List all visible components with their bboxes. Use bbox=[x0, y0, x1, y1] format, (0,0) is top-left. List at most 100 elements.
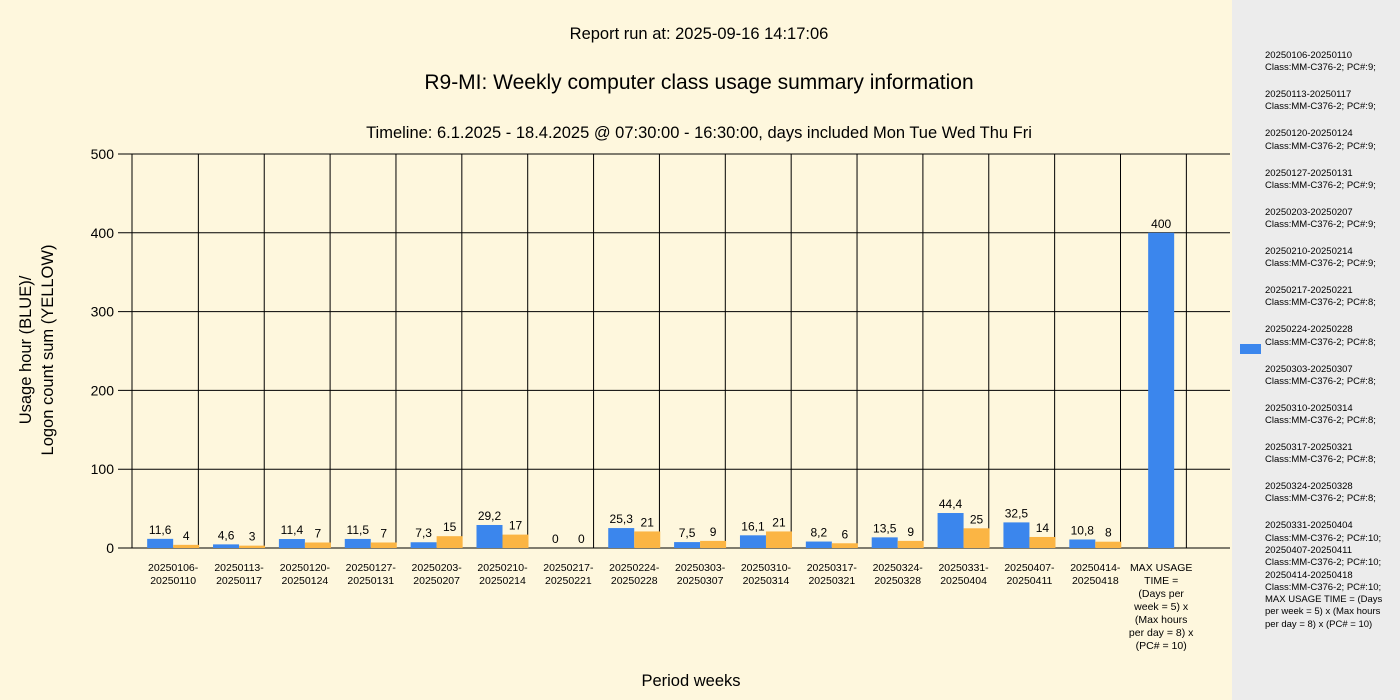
legend-entry-period: 20250203-20250207 bbox=[1265, 206, 1353, 218]
logon-bar bbox=[1029, 536, 1056, 548]
usage-value-label: 8,2 bbox=[810, 526, 827, 540]
usage-value-label: 11,4 bbox=[281, 523, 304, 537]
usage-value-label: 0 bbox=[552, 532, 559, 546]
usage-value-label: 32,5 bbox=[1005, 506, 1029, 520]
logon-value-label: 0 bbox=[578, 532, 585, 546]
legend-entry: 20250414-20250418 Class:MM-C376-2; PC#:10… bbox=[1265, 570, 1381, 595]
x-tick-label: 20250224-20250228 bbox=[609, 562, 660, 587]
data-labels: 11,6 4,6 11,4 11,5 7,3 29,2 0 25,3 7,5 16,1 8,2 13,… bbox=[149, 217, 1172, 546]
legend-swatch bbox=[1240, 344, 1261, 354]
x-tick-label: 20250407-20250411 bbox=[1004, 562, 1055, 587]
usage-bar bbox=[278, 539, 305, 548]
usage-bar bbox=[1148, 232, 1175, 549]
logon-value-label: 3 bbox=[249, 530, 256, 544]
legend-entry-info: Class:MM-C376-2; PC#:9; bbox=[1265, 219, 1376, 231]
logon-value-label: 8 bbox=[1105, 526, 1112, 540]
usage-value-label: 25,3 bbox=[610, 512, 634, 526]
legend-entry-info: Class:MM-C376-2; PC#:9; bbox=[1265, 101, 1376, 113]
legend-entry-period: 20250120-20250124 bbox=[1265, 128, 1353, 140]
usage-bar bbox=[608, 528, 635, 548]
logon-value-label: 6 bbox=[841, 527, 848, 541]
usage-bar bbox=[410, 542, 437, 548]
x-tick-label: 20250106-20250110 bbox=[148, 562, 199, 587]
y-tick-label: 300 bbox=[91, 304, 115, 320]
logon-bar bbox=[370, 542, 397, 548]
legend-entry: 20250224-20250228 Class:MM-C376-2; PC#:8; bbox=[1265, 324, 1376, 349]
legend-entry-period: 20250224-20250228 bbox=[1265, 324, 1353, 336]
logon-value-label: 9 bbox=[710, 525, 717, 539]
logon-bar bbox=[502, 534, 529, 548]
x-tick-label: 20250203-20250207 bbox=[412, 562, 463, 587]
legend-entry: 20250324-20250328 Class:MM-C376-2; PC#:8; bbox=[1265, 481, 1376, 506]
usage-bar bbox=[674, 542, 701, 548]
legend-entry: 20250331-20250404 Class:MM-C376-2; PC#:10… bbox=[1265, 520, 1381, 545]
usage-value-label: 16,1 bbox=[741, 519, 765, 533]
logon-value-label: 15 bbox=[443, 520, 457, 534]
logon-value-label: 7 bbox=[315, 526, 322, 540]
y-axis-label-line2: Logon count sum (YELLOW) bbox=[39, 245, 57, 456]
legend-entry: 20250203-20250207 Class:MM-C376-2; PC#:9; bbox=[1265, 207, 1376, 232]
legend-entry-period: 20250317-20250321 bbox=[1265, 442, 1353, 453]
logon-value-label: 25 bbox=[970, 512, 984, 526]
x-tick-label: 20250324-20250328 bbox=[873, 562, 924, 587]
legend-entry-period: 20250217-20250221 bbox=[1265, 285, 1353, 297]
logon-value-label: 21 bbox=[772, 515, 786, 529]
legend-entry: 20250120-20250124 Class:MM-C376-2; PC#:9; bbox=[1265, 128, 1376, 153]
legend-entry-info: Class:MM-C376-2; PC#:8; bbox=[1265, 297, 1376, 309]
usage-value-label: 29,2 bbox=[478, 509, 502, 523]
legend-entry: 20250217-20250221 Class:MM-C376-2; PC#:8; bbox=[1265, 285, 1376, 310]
logon-bar bbox=[765, 531, 792, 548]
legend-entry-period: 20250127-20250131 bbox=[1265, 167, 1353, 179]
usage-bar bbox=[739, 535, 766, 548]
logon-bar bbox=[831, 543, 858, 548]
logon-value-label: 14 bbox=[1036, 521, 1050, 535]
usage-value-label: 11,5 bbox=[347, 523, 370, 537]
legend-entry: 20250303-20250307 Class:MM-C376-2; PC#:8; bbox=[1265, 364, 1376, 389]
legend-entry-info: Class:MM-C376-2; PC#:8; bbox=[1265, 336, 1376, 348]
legend-entry-info: Class:MM-C376-2; PC#:10; bbox=[1265, 557, 1382, 569]
x-tick-label: 20250217-20250221 bbox=[543, 562, 594, 587]
legend-entry: 20250106-20250110 Class:MM-C376-2; PC#:9; bbox=[1265, 50, 1376, 75]
y-tick-label: 200 bbox=[91, 382, 115, 398]
x-axis-label: Period weeks bbox=[641, 672, 740, 690]
legend-entry-info: Class:MM-C376-2; PC#:8; bbox=[1265, 493, 1376, 505]
legend-entry-period: 20250210-20250214 bbox=[1265, 246, 1353, 257]
y-tick-label: 400 bbox=[91, 225, 115, 241]
x-axis-ticks: 20250106-20250110 20250113-20250117 202501… bbox=[148, 562, 1194, 652]
logon-bar bbox=[304, 542, 331, 548]
x-tick-label: 20250127-20250131 bbox=[346, 562, 397, 587]
logon-bar bbox=[1095, 541, 1122, 548]
usage-bar bbox=[805, 541, 832, 548]
legend-entry-info: Class:MM-C376-2; PC#:8; bbox=[1265, 415, 1376, 427]
chart-subtitle: Timeline: 6.1.2025 - 18.4.2025 @ 07:30:0… bbox=[366, 124, 1032, 142]
legend-entry: 20250127-20250131 Class:MM-C376-2; PC#:9; bbox=[1265, 168, 1376, 193]
y-tick-label: 500 bbox=[91, 146, 115, 162]
legend-max-note: MAX USAGE TIME = (Days per week = 5) x (… bbox=[1265, 594, 1383, 630]
legend-entry-info: Class:MM-C376-2; PC#:9; bbox=[1265, 140, 1376, 152]
legend-entry-info: Class:MM-C376-2; PC#:8; bbox=[1265, 454, 1376, 466]
legend-entry-period: 20250113-20250117 bbox=[1265, 89, 1352, 101]
usage-bar bbox=[937, 513, 964, 548]
logon-value-label: 4 bbox=[183, 529, 190, 543]
x-tick-label: 20250414-20250418 bbox=[1070, 562, 1121, 587]
logon-bar bbox=[897, 540, 924, 548]
logon-bar bbox=[963, 528, 990, 548]
usage-bar bbox=[344, 538, 371, 548]
x-tick-label: 20250113-20250117 bbox=[214, 562, 264, 587]
x-tick-label: 20250317-20250321 bbox=[807, 562, 858, 587]
usage-value-label: 4,6 bbox=[218, 528, 235, 542]
legend-entry: 20250317-20250321 Class:MM-C376-2; PC#:8; bbox=[1265, 442, 1376, 467]
bars bbox=[147, 232, 1175, 549]
logon-bar bbox=[634, 531, 661, 548]
usage-bar bbox=[476, 524, 503, 548]
logon-value-label: 21 bbox=[641, 515, 655, 529]
x-tick-label: MAX USAGE TIME = (Days per week = 5) x (Max … bbox=[1129, 562, 1194, 652]
logon-bar bbox=[239, 545, 266, 548]
legend-entry-period: 20250303-20250307 bbox=[1265, 363, 1353, 375]
x-tick-label: 20250120-20250124 bbox=[280, 562, 331, 587]
legend-entry: 20250407-20250411 Class:MM-C376-2; PC#:10… bbox=[1265, 545, 1381, 570]
legend-entry-period: 20250331-20250404 bbox=[1265, 520, 1353, 532]
logon-value-label: 7 bbox=[380, 526, 387, 540]
legend-entry: 20250113-20250117 Class:MM-C376-2; PC#:9; bbox=[1265, 89, 1376, 114]
usage-bar bbox=[147, 538, 174, 548]
